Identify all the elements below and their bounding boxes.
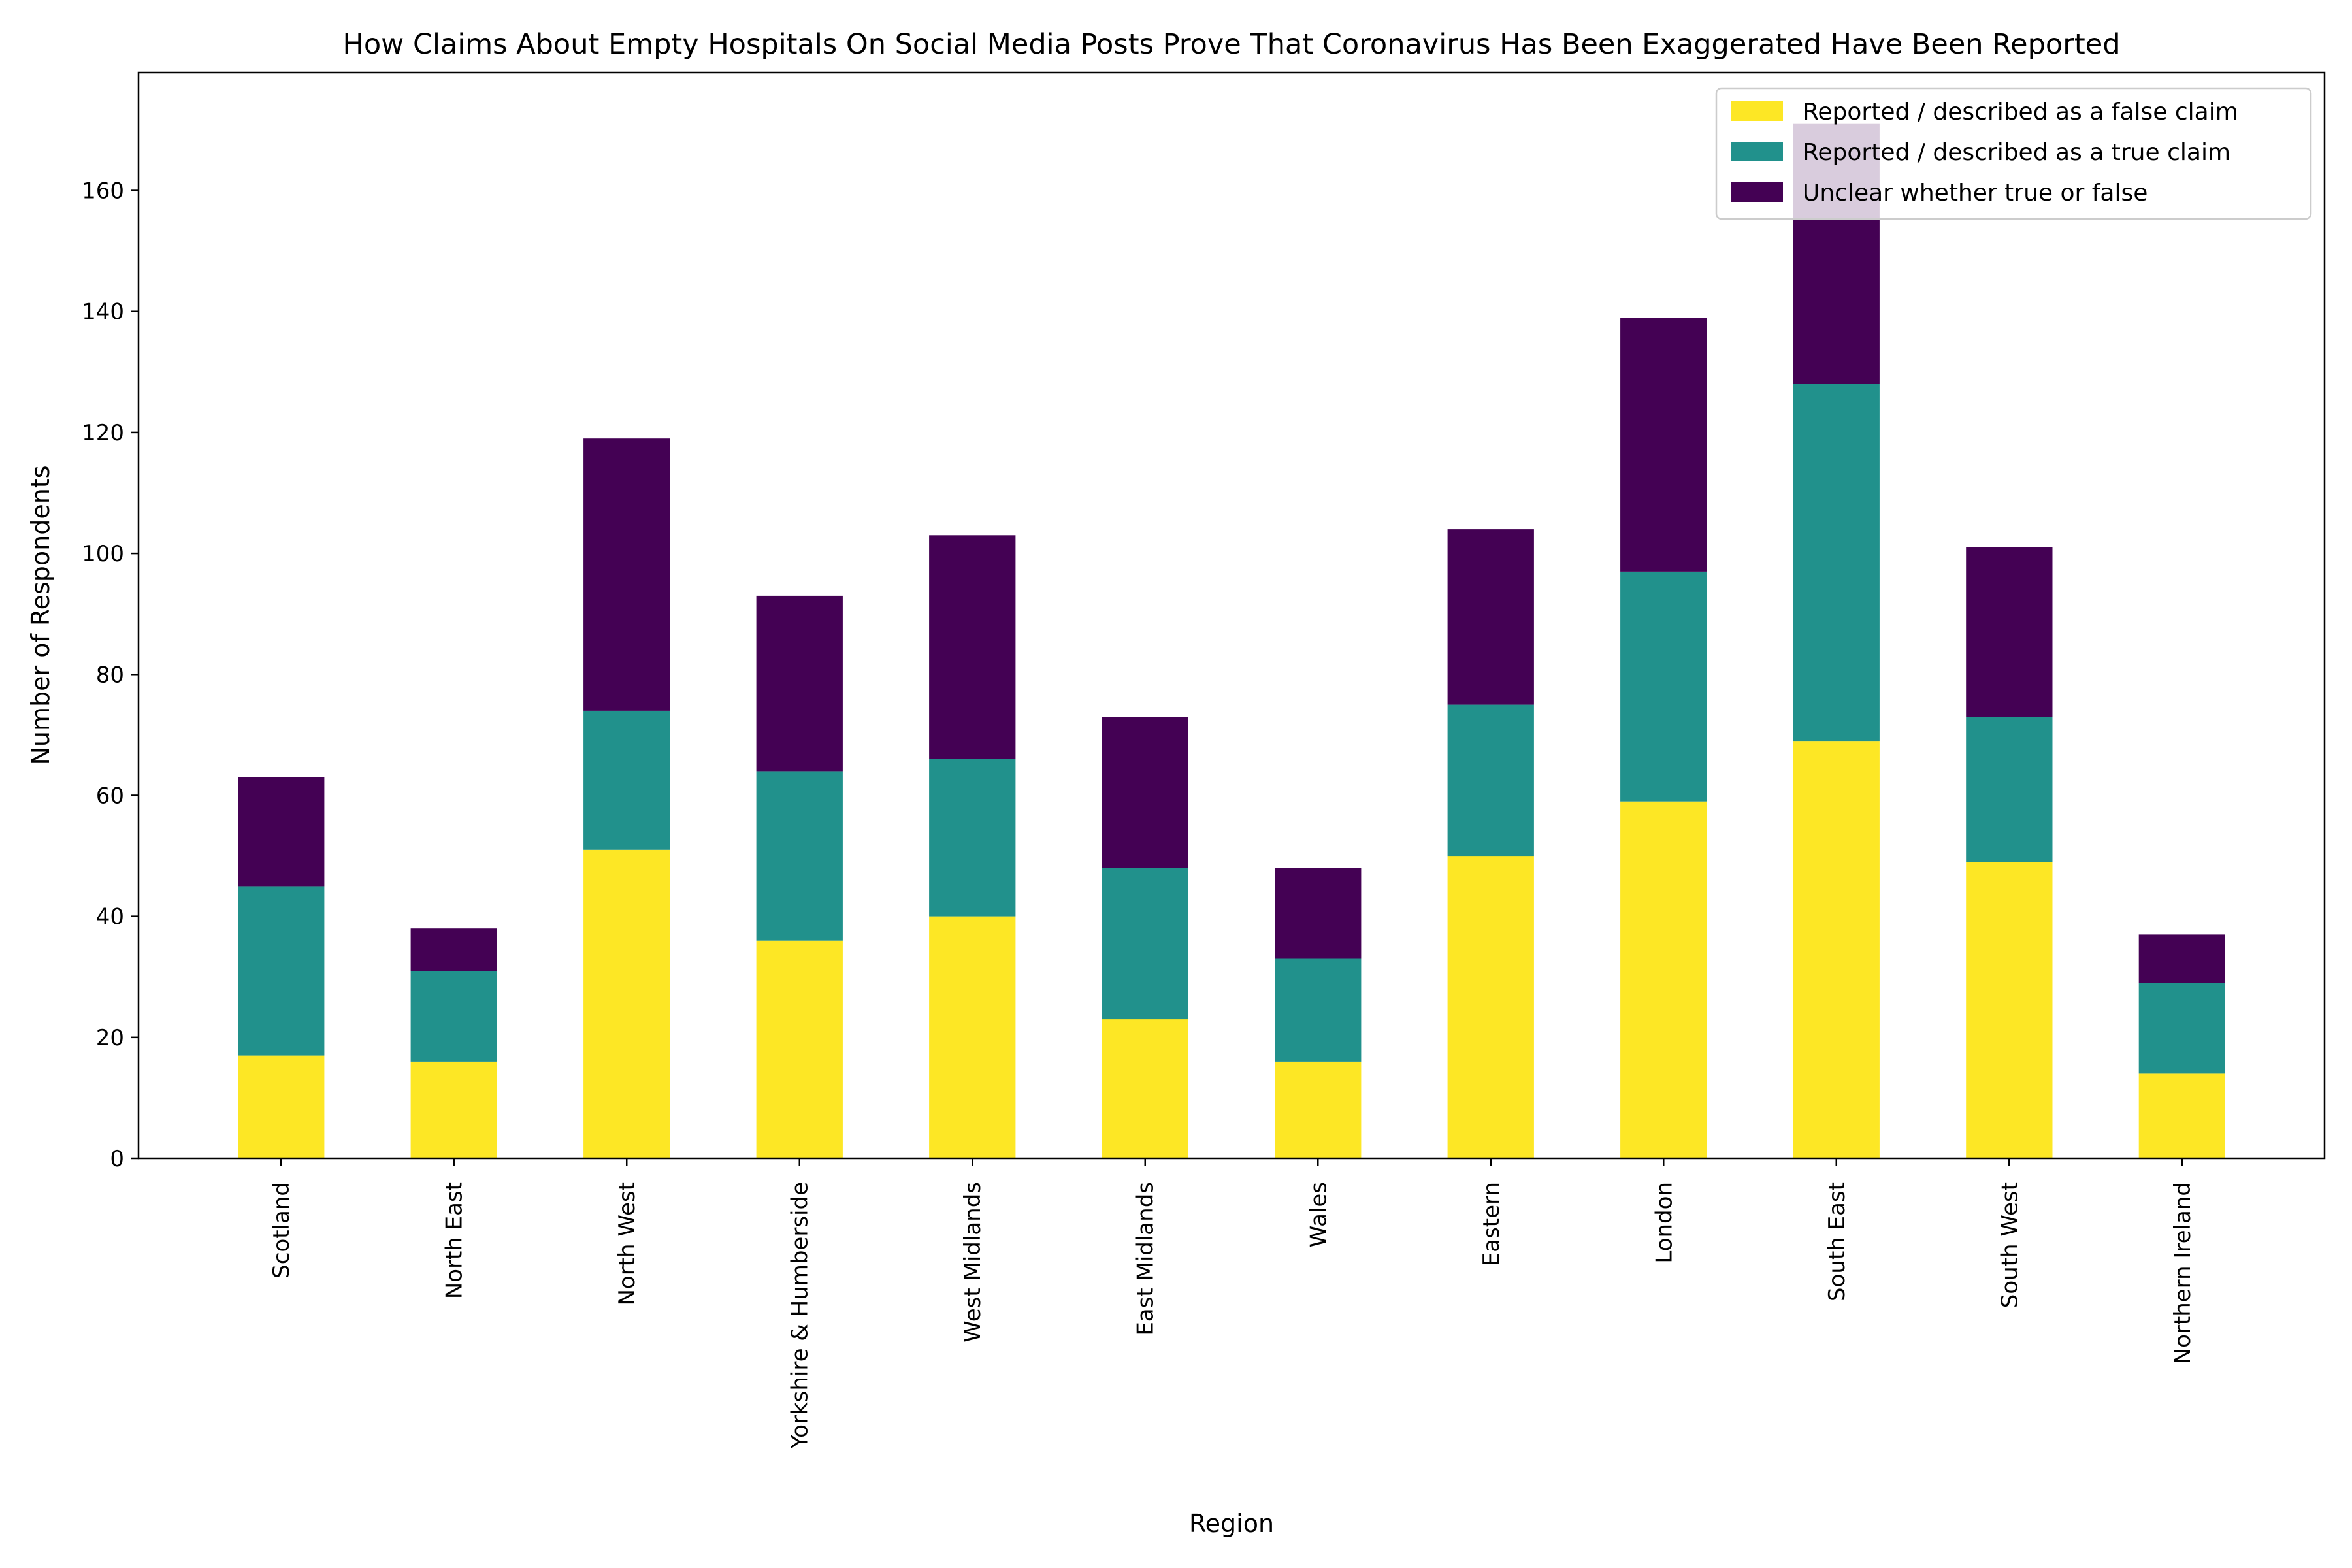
legend: Reported / described as a false claim Rep… [1715,87,2312,220]
bar-false-11 [2138,1073,2225,1158]
legend-swatch [1731,182,1783,202]
x-tick-label: Northern Ireland [2170,1182,2196,1364]
bar-unclear-7 [1447,529,1534,705]
bar-unclear-3 [756,595,843,772]
legend-label: Unclear whether true or false [1803,180,2148,206]
bar-true-6 [1275,958,1362,1062]
bar-false-6 [1275,1061,1362,1158]
bar-unclear-1 [410,928,497,971]
bar-true-8 [1620,571,1707,802]
x-tick-label: East Midlands [1133,1182,1159,1336]
bar-true-0 [238,886,325,1056]
legend-box [1715,87,2312,220]
y-tick-label: 20 [96,1025,124,1051]
y-tick-label: 120 [82,420,124,446]
bar-unclear-0 [238,777,325,887]
bar-false-7 [1447,856,1534,1158]
bar-unclear-8 [1620,318,1707,572]
x-tick-label: Wales [1305,1182,1331,1247]
bar-false-2 [583,849,670,1158]
bar-unclear-6 [1275,868,1362,959]
y-axis-label: Number of Respondents [26,465,55,765]
bar-false-0 [238,1055,325,1158]
legend-label: Reported / described as a false claim [1803,99,2238,125]
x-tick-label: West Midlands [960,1182,986,1343]
legend-swatch [1731,142,1783,161]
y-tick-label: 140 [82,299,124,325]
bar-false-10 [1966,862,2053,1158]
bar-unclear-5 [1102,717,1188,868]
bar-true-7 [1447,704,1534,857]
bar-true-2 [583,710,670,850]
bar-true-1 [410,971,497,1062]
bar-true-5 [1102,868,1188,1020]
bar-unclear-2 [583,438,670,711]
x-axis: Scotland North East North West Yorkshire & … [269,1158,2196,1449]
legend-label: Reported / described as a true claim [1803,139,2230,166]
bar-unclear-4 [929,535,1016,759]
y-tick-label: 100 [82,541,124,567]
legend-swatch [1731,101,1783,121]
bar-true-4 [929,759,1016,917]
y-tick-label: 60 [96,783,124,809]
y-tick-label: 160 [82,178,124,204]
bar-false-5 [1102,1019,1188,1158]
bar-unclear-11 [2138,934,2225,983]
bar-false-1 [410,1061,497,1158]
bar-false-3 [756,940,843,1158]
x-tick-label: Eastern [1478,1182,1505,1266]
y-axis: 0 20 40 60 80 100 120 140 160 [82,178,139,1172]
bar-false-9 [1793,741,1880,1158]
bars-layer [238,123,2225,1158]
y-tick-label: 0 [110,1146,124,1172]
y-tick-label: 80 [96,662,124,688]
bar-unclear-10 [1966,547,2053,717]
plot-frame [137,71,2326,1160]
x-tick-label: Yorkshire & Humberside [787,1182,813,1449]
bar-true-3 [756,771,843,941]
chart-title: How Claims About Empty Hospitals On Soci… [343,28,2121,61]
x-tick-label: Scotland [269,1182,295,1279]
x-tick-label: North East [442,1182,468,1299]
x-tick-label: North West [614,1182,640,1306]
x-tick-label: South East [1824,1182,1850,1301]
x-axis-label: Region [1189,1509,1274,1538]
bar-true-9 [1793,384,1880,742]
bar-false-8 [1620,801,1707,1158]
bar-false-4 [929,916,1016,1158]
x-tick-label: London [1651,1182,1677,1264]
bar-true-10 [1966,717,2053,862]
bar-true-11 [2138,983,2225,1074]
x-tick-label: South West [1997,1182,2023,1308]
y-tick-label: 40 [96,904,124,930]
